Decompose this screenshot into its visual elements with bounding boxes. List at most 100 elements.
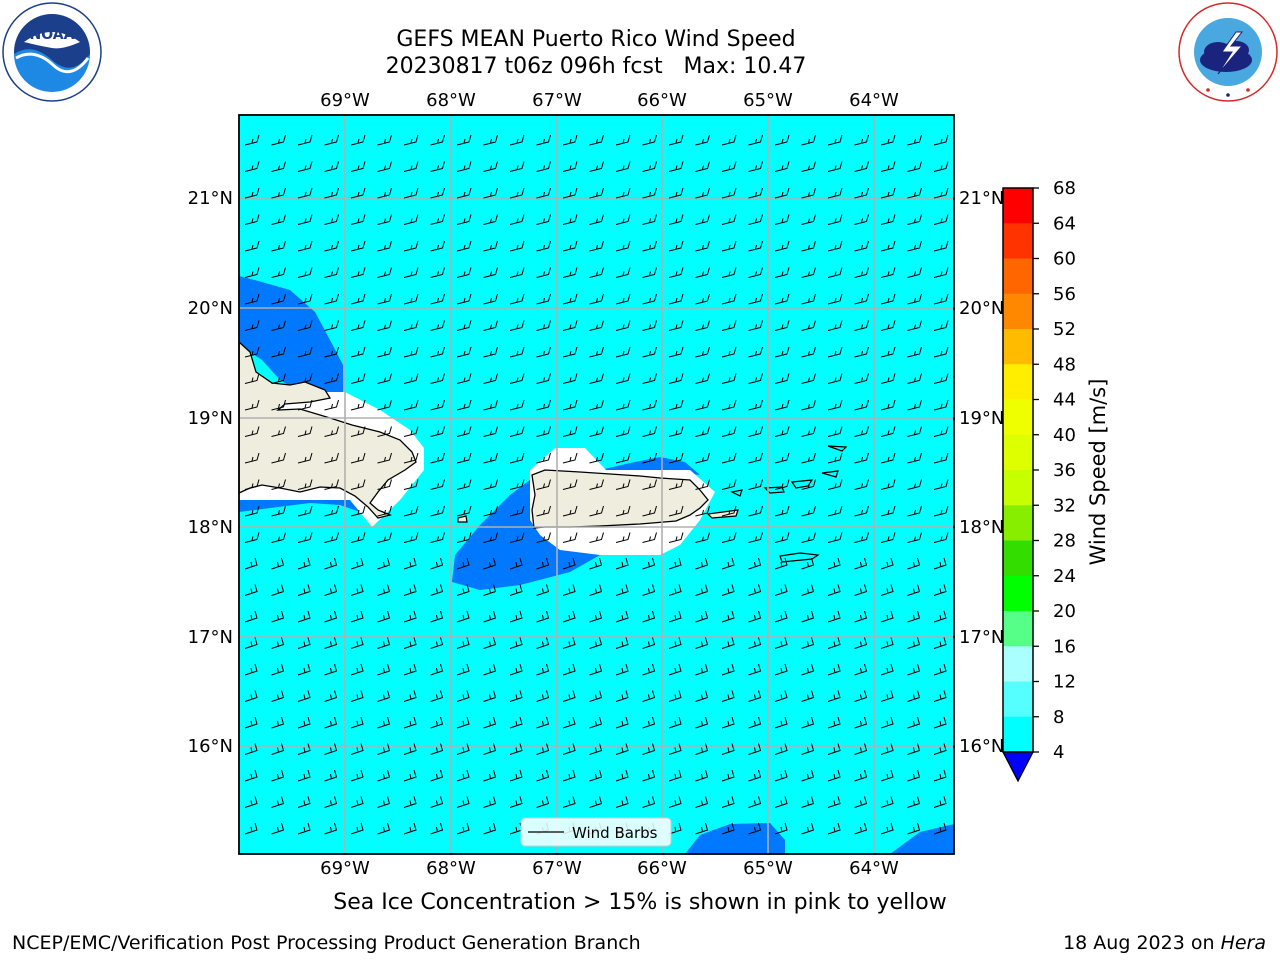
wind-barb — [933, 822, 947, 835]
wind-barb — [324, 240, 339, 252]
wind-barb — [642, 584, 656, 596]
wind-barb — [350, 161, 366, 172]
wind-barb — [668, 161, 684, 172]
colorbar — [1003, 188, 1033, 753]
wind-barb — [483, 399, 498, 411]
wind-barb — [827, 637, 841, 649]
wind-barb — [350, 346, 366, 358]
wind-barb — [827, 690, 841, 702]
wind-barb — [430, 822, 444, 835]
colorbar-tick-label: 16 — [1053, 636, 1076, 657]
wind-barb — [774, 743, 788, 755]
wind-barb — [774, 293, 790, 305]
wind-barb — [297, 479, 313, 490]
wind-barb — [403, 240, 419, 252]
wind-barb — [456, 399, 472, 411]
wind-barb — [589, 320, 604, 331]
wind-barb — [536, 716, 550, 729]
wind-barb — [668, 426, 684, 437]
lat-label-left: 17°N — [188, 627, 233, 648]
colorbar-tick-label: 8 — [1053, 707, 1064, 728]
wind-barb — [748, 743, 762, 755]
wind-barb — [880, 240, 896, 252]
wind-barb — [748, 426, 763, 437]
wind-barb — [244, 663, 258, 676]
wind-barb — [297, 505, 313, 517]
wind-barb — [615, 293, 631, 305]
wind-barb — [721, 426, 737, 437]
wind-barb — [271, 584, 285, 596]
wind-barb — [748, 769, 762, 782]
wind-barb — [827, 373, 843, 384]
wind-barb — [615, 479, 631, 490]
wind-barb — [350, 187, 366, 199]
wind-barb — [244, 399, 260, 411]
wind-barb — [324, 346, 339, 358]
wind-barb — [827, 240, 843, 252]
wind-barb — [668, 134, 684, 146]
wind-barb — [430, 663, 444, 676]
wind-barb — [615, 743, 629, 755]
wind-barb — [483, 663, 497, 676]
wind-barb — [642, 452, 657, 464]
wind-barb — [907, 346, 922, 358]
wind-barb — [721, 134, 737, 146]
wind-barb — [324, 532, 339, 543]
wind-barb — [377, 320, 392, 331]
wind-barb — [271, 373, 286, 384]
wind-barb — [721, 399, 737, 411]
lon-label-top: 68°W — [426, 90, 476, 111]
wind-barb — [589, 584, 603, 596]
wind-barb — [589, 690, 603, 702]
wind-barb — [774, 796, 788, 808]
wind-barb — [880, 532, 896, 543]
wind-barb — [880, 399, 896, 411]
wind-barb — [456, 426, 472, 437]
run-date-text: 18 Aug 2023 on — [1063, 932, 1221, 954]
wind-barb — [615, 584, 629, 596]
wind-barb — [668, 690, 682, 702]
wind-barb — [933, 134, 949, 146]
wind-barb — [827, 187, 843, 199]
wind-barb — [827, 796, 841, 808]
colorbar-tick-label: 60 — [1053, 249, 1076, 270]
wind-barb — [324, 663, 338, 676]
lon-label-bottom: 68°W — [426, 858, 476, 879]
wind-barb — [350, 557, 364, 570]
wind-barb — [509, 690, 523, 702]
wind-barb — [430, 399, 445, 411]
wind-barb — [271, 267, 286, 278]
wind-barb — [774, 320, 790, 331]
wind-barb — [774, 240, 790, 252]
wind-barb — [801, 505, 816, 517]
wind-barb — [456, 161, 472, 172]
wind-barb — [456, 452, 472, 464]
wind-barb — [350, 584, 364, 596]
wind-barb — [509, 320, 525, 331]
wind-barb — [271, 532, 286, 543]
wind-barb — [430, 743, 444, 755]
wind-barb — [244, 293, 260, 305]
wind-barb — [774, 134, 790, 146]
wind-barb — [801, 293, 816, 305]
wind-barb — [271, 743, 285, 755]
wind-barb — [907, 716, 921, 729]
wind-barb — [562, 373, 578, 384]
low-wind-region — [239, 276, 343, 392]
wind-barb — [297, 452, 313, 464]
wind-barb — [695, 399, 710, 411]
wind-barb — [695, 240, 710, 252]
wind-barb — [536, 690, 550, 702]
colorbar-tick-label: 44 — [1053, 390, 1076, 411]
wind-barb — [721, 214, 737, 225]
wind-barb — [324, 426, 339, 437]
wind-barb — [509, 479, 525, 490]
wind-barb — [880, 822, 894, 835]
wind-barb — [642, 214, 657, 225]
wind-barb — [748, 690, 762, 702]
wind-barb — [562, 399, 578, 411]
wind-barb — [589, 557, 603, 570]
wind-barb — [854, 187, 869, 199]
wind-barb — [430, 452, 445, 464]
wind-barb — [748, 663, 762, 676]
